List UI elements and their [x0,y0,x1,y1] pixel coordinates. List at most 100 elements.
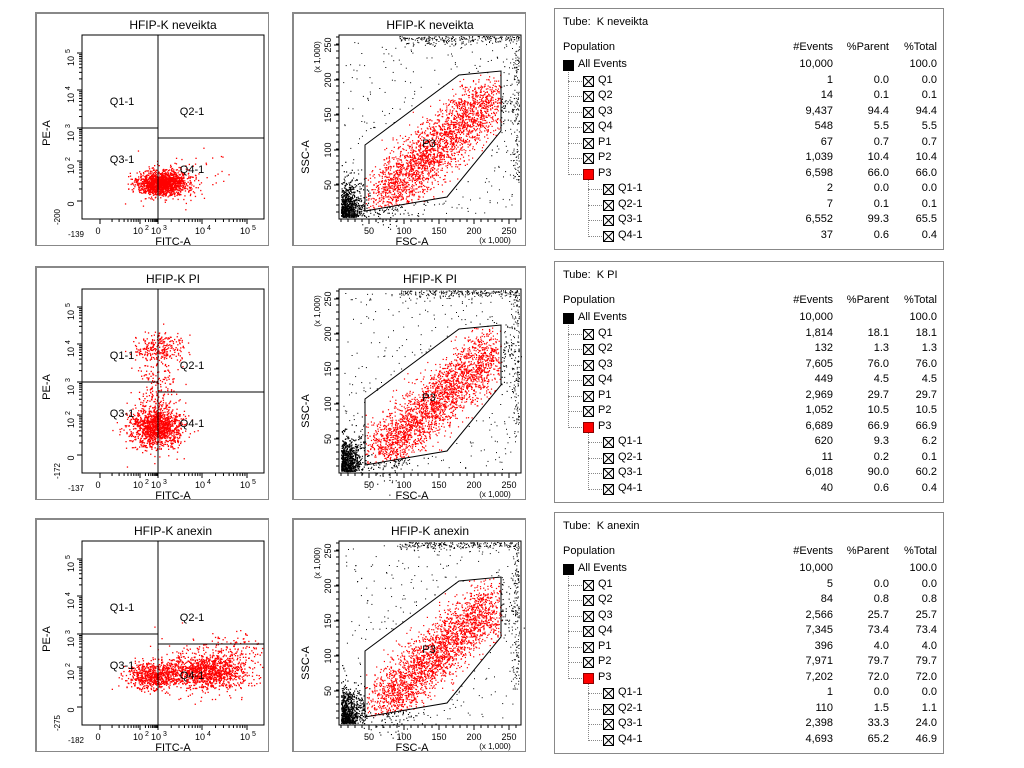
x-tick-exp: 3 [163,479,167,486]
table-row: Q4 7,345 73.4 73.4 [555,624,943,639]
table-row: P1 396 4.0 4.0 [555,640,943,655]
population-name: Q1 [598,577,613,590]
gate-checkbox-icon [583,91,594,102]
header-events: #Events [793,41,833,53]
parent-value: 1.5 [873,701,889,714]
gate-checkbox-icon [603,703,614,715]
table-row: P3 6,689 66.9 66.9 [555,420,943,435]
gate-polygon [364,324,502,466]
quadrant-label-1: Q2-1 [180,612,204,624]
gate-checkbox-icon [603,734,614,746]
table-row: Q3-1 2,398 33.3 24.0 [555,717,943,732]
population-name: Q2 [598,89,613,101]
y-min-label: -200 [53,208,62,225]
tree-branch [568,646,582,648]
events-value: 2,566 [805,608,833,621]
gate-checkbox-icon [583,75,594,87]
table-row: P3 7,202 72.0 72.0 [555,671,943,686]
events-value: 7,202 [805,670,833,683]
y-tick-label: 200 [323,326,333,341]
y-tick-exp: 3 [65,378,72,382]
population-name: Q1-1 [618,182,643,194]
gate-plot-7: HFIP-K anexin P3 50 100 150 200 250 FSC-A (x 1,0… [292,518,526,752]
x-tick-label: 150 [431,226,446,236]
gate-checkbox-icon [603,215,614,226]
total-value: 79.7 [915,655,937,667]
table-row: Q3-1 6,018 90.0 60.2 [555,466,943,481]
gate-checkbox-icon [583,375,594,386]
parent-value: 0.6 [873,228,889,241]
total-value: 4.0 [921,639,937,652]
tree-branch [568,584,582,586]
x-tick-label: 10 [240,732,250,742]
y-tick-label: 200 [323,72,333,87]
parent-value: 66.0 [867,166,889,179]
y-scale-label: (x 1,000) [313,547,322,579]
population-name: P1 [598,135,612,148]
x-tick-label: 10 [133,226,143,236]
parent-value: 0.1 [873,197,889,210]
tree-branch [568,349,582,350]
gate-checkbox-icon [603,184,614,195]
header-events: #Events [793,545,833,557]
plot-frame [81,288,265,474]
y-tick-exp: 2 [65,411,72,415]
ungated-events [341,290,522,496]
y-axis-label: PE-A [41,626,53,652]
y-tick-exp: 2 [65,663,72,667]
events-value: 10,000 [799,562,833,574]
parent-value: 73.4 [867,624,889,636]
parent-value: 4.0 [873,639,889,652]
gate-checkbox-icon [583,626,594,637]
population-name: Q4 [598,373,613,385]
y-tick-label: 0 [66,455,76,460]
y-tick-label: 250 [323,291,333,306]
table-row: Q3 2,566 25.7 25.7 [555,609,943,624]
plot-title: HFIP-K PI [403,272,457,286]
tube-label: Tube: [563,269,591,281]
tree-branch [568,380,582,381]
gate-label: P3 [422,392,435,404]
population-name: Q4-1 [618,481,643,494]
x-tick-label: 0 [95,732,100,742]
tree-line [568,70,569,175]
y-axis-label: SSC-A [300,394,312,428]
y-tick-label: 150 [323,613,333,628]
plot-frame [338,540,522,726]
plot-title: HFIP-K PI [146,272,200,286]
table-row: Q1 1 0.0 0.0 [555,74,943,89]
y-tick-exp: 4 [65,86,72,90]
tree-branch [568,364,582,366]
population-name: P3 [598,419,612,432]
total-value: 0.4 [921,228,937,241]
x-tick-label: 100 [396,732,411,742]
x-tick-exp: 3 [163,225,167,232]
y-tick-label: 50 [323,180,333,190]
gate-checkbox-icon [603,688,614,699]
y-axis-label: PE-A [41,374,53,400]
gate-checkbox-icon [603,468,614,479]
quadrant-label-2: Q3-1 [110,660,134,672]
y-tick-label: 10 [66,670,76,680]
total-value: 0.1 [921,197,937,210]
header-parent: %Parent [846,294,889,306]
plot-frame [338,34,522,220]
parent-value: 4.5 [873,373,889,385]
tree-branch [568,411,582,412]
gate-color-black-icon [563,313,574,324]
x-tick-labels: 0 10 2 10 3 10 4 10 5 [95,479,256,490]
total-value: 0.4 [921,481,937,494]
gated-events [365,578,503,717]
gate-checkbox-icon [603,452,614,464]
tree-branch [588,488,602,490]
population-name: Q1-1 [618,686,643,698]
y-tick-label: 250 [323,543,333,558]
population-name: P3 [598,166,612,179]
x-tick-label: 150 [431,480,446,490]
gate-checkbox-icon [583,122,594,133]
x-scale-label: (x 1,000) [479,236,511,245]
header-events: #Events [793,294,833,306]
table-row: P1 67 0.7 0.7 [555,136,943,151]
table-row: Q2 14 0.1 0.1 [555,89,943,104]
plot-frame [81,540,265,726]
